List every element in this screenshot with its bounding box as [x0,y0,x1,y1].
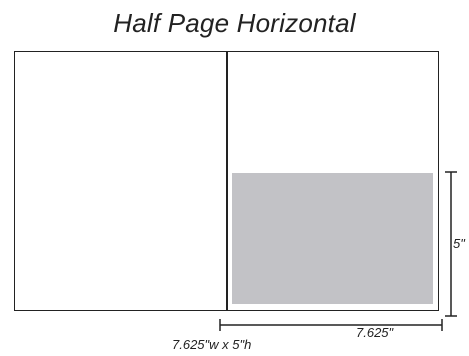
width-dimension-label: 7.625" [356,325,394,340]
ad-size-label: 7.625"w x 5"h [172,337,252,352]
half-page-ad-area [232,173,433,304]
height-dimension-label: 5" [453,236,465,251]
spine-divider [226,52,228,310]
page-spread [14,51,439,311]
page-title: Half Page Horizontal [113,8,356,38]
